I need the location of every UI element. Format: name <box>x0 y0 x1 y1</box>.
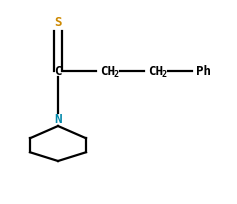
Text: CH: CH <box>148 65 163 78</box>
Text: 2: 2 <box>114 70 119 79</box>
Text: C: C <box>54 65 62 78</box>
Text: N: N <box>54 113 62 126</box>
Text: CH: CH <box>100 65 115 78</box>
Text: Ph: Ph <box>196 65 211 78</box>
Text: 2: 2 <box>162 70 167 79</box>
Text: S: S <box>54 16 62 28</box>
